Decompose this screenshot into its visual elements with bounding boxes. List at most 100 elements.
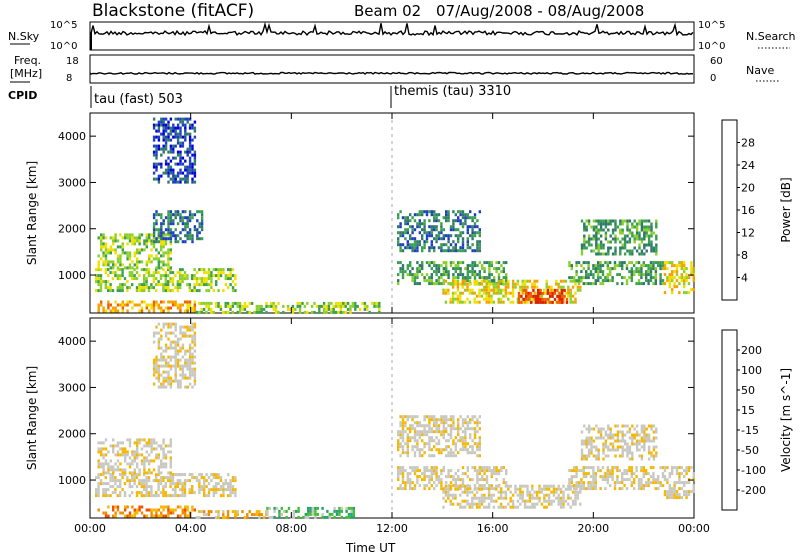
power-cell xyxy=(541,300,545,304)
power-cell xyxy=(611,231,615,235)
power-cell xyxy=(95,274,98,278)
power-cell xyxy=(459,249,462,253)
velocity-cell xyxy=(425,433,429,437)
velocity-cell xyxy=(678,481,681,485)
power-cell xyxy=(193,274,196,278)
power-cell xyxy=(152,231,156,235)
power-cell xyxy=(332,307,335,311)
power-cell xyxy=(413,237,417,241)
velocity-cell xyxy=(169,476,172,480)
velocity-cell xyxy=(226,513,230,517)
power-cell xyxy=(577,279,581,283)
power-cell xyxy=(157,174,161,178)
power-cell xyxy=(188,213,192,217)
velocity-cell xyxy=(523,499,527,503)
velocity-cell xyxy=(638,454,641,458)
power-cell xyxy=(502,279,505,283)
power-cell xyxy=(164,138,168,142)
power-cell xyxy=(416,213,419,217)
velocity-cell xyxy=(621,454,624,458)
velocity-cell xyxy=(169,456,172,460)
velocity-cell xyxy=(456,502,460,506)
power-cell xyxy=(411,246,414,250)
velocity-cell xyxy=(423,430,426,434)
power-cell xyxy=(219,307,223,311)
power-colorbar-label: 12 xyxy=(741,227,755,240)
velocity-cell xyxy=(430,427,433,431)
velocity-cell xyxy=(162,450,165,454)
power-cell xyxy=(160,237,163,241)
power-cell xyxy=(176,126,180,130)
velocity-cell xyxy=(452,442,455,446)
power-cell xyxy=(186,171,189,175)
power-cell xyxy=(649,276,653,280)
velocity-cell xyxy=(423,433,426,437)
power-cell xyxy=(162,286,165,290)
power-cell xyxy=(219,274,223,278)
velocity-cell xyxy=(229,494,232,498)
velocity-cell xyxy=(611,478,614,482)
power-cell xyxy=(492,300,496,304)
power-cell xyxy=(466,237,469,241)
velocity-cell xyxy=(526,484,529,488)
power-cell xyxy=(418,210,421,214)
velocity-cell xyxy=(131,514,134,518)
velocity-cell xyxy=(183,491,187,495)
power-cell xyxy=(97,260,100,264)
power-cell xyxy=(152,280,155,284)
power-cell xyxy=(191,180,194,184)
velocity-cell xyxy=(552,484,556,488)
velocity-cell xyxy=(174,367,177,371)
velocity-cell xyxy=(611,469,614,473)
velocity-cell xyxy=(107,505,110,509)
power-cell xyxy=(604,261,607,265)
velocity-cell xyxy=(338,512,341,516)
velocity-cell xyxy=(421,472,424,476)
power-cell xyxy=(123,283,127,287)
power-cell xyxy=(162,219,165,223)
velocity-cell xyxy=(164,476,167,480)
velocity-cell xyxy=(490,496,493,500)
power-cell xyxy=(114,300,117,304)
velocity-cell xyxy=(599,469,602,473)
velocity-cell xyxy=(442,427,445,431)
velocity-cell xyxy=(171,473,175,477)
power-cell xyxy=(478,273,481,277)
power-cell xyxy=(210,283,213,287)
power-cell xyxy=(188,210,192,214)
velocity-cell xyxy=(483,469,486,473)
power-cell xyxy=(514,282,517,286)
velocity-cell xyxy=(428,418,431,422)
power-cell xyxy=(337,304,340,308)
power-cell xyxy=(248,310,251,314)
velocity-cell xyxy=(184,511,187,515)
velocity-cell xyxy=(311,506,315,510)
velocity-cell xyxy=(650,439,653,443)
power-cell xyxy=(234,283,237,287)
power-cell xyxy=(645,243,648,247)
velocity-cell xyxy=(547,502,551,506)
power-cell xyxy=(179,277,182,281)
velocity-cell xyxy=(663,475,667,479)
power-cell xyxy=(253,310,256,314)
velocity-cell xyxy=(631,451,634,455)
velocity-cell xyxy=(463,490,467,494)
velocity-cell xyxy=(114,514,117,518)
power-cell xyxy=(181,162,185,166)
power-cell xyxy=(666,261,669,265)
power-cell xyxy=(499,300,503,304)
velocity-cell xyxy=(112,444,115,448)
power-cell xyxy=(133,274,136,278)
power-cell xyxy=(523,300,527,304)
velocity-cell xyxy=(285,515,288,519)
power-cell xyxy=(167,219,170,223)
velocity-cell xyxy=(135,476,139,480)
power-cell xyxy=(680,276,683,280)
velocity-cell xyxy=(516,499,520,503)
power-cell xyxy=(179,283,182,287)
velocity-cell xyxy=(604,445,608,449)
velocity-cell xyxy=(162,447,165,451)
velocity-cell xyxy=(136,447,139,451)
velocity-cell xyxy=(459,484,462,488)
power-cell xyxy=(545,285,548,289)
